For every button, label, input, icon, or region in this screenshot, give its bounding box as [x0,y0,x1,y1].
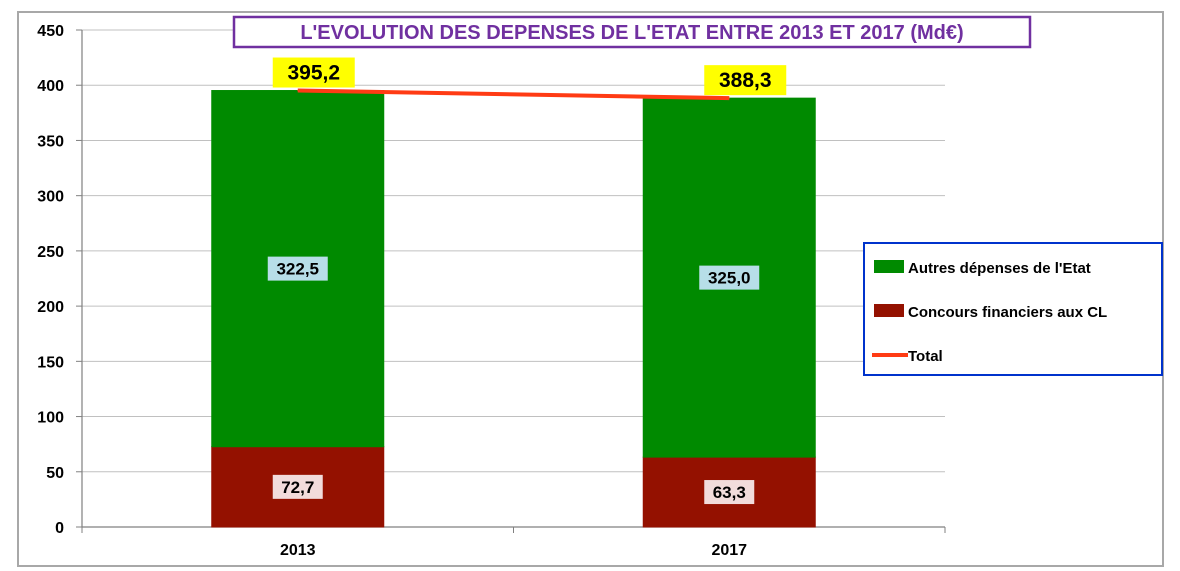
data-label-bg [267,256,328,281]
legend-label: Total [908,348,943,365]
chart-title: L'EVOLUTION DES DEPENSES DE L'ETAT ENTRE… [300,22,963,44]
chart-title-box [232,15,1032,49]
data-label-bg [704,480,755,505]
total-line [297,88,730,101]
y-tick-label: 400 [37,78,64,95]
total-label: 395,2 [287,62,340,85]
y-tick-label: 350 [37,133,64,150]
y-tick-label: 150 [37,354,64,371]
x-tick-label: 2017 [711,542,747,559]
data-label-bg [272,474,323,499]
y-tick-label: 0 [55,520,64,537]
data-label: 322,5 [276,260,319,279]
y-tick-label: 100 [37,410,64,427]
total-point [297,90,299,92]
legend-swatch [874,304,904,317]
x-tick-label: 2013 [280,542,316,559]
bar-segment [642,97,816,458]
y-tick-label: 200 [37,299,64,316]
legend-swatch [874,260,904,273]
legend-label: Concours financiers aux CL [908,304,1107,321]
y-tick-label: 300 [37,189,64,206]
y-tick-label: 450 [37,23,64,40]
legend-box [863,242,1163,376]
total-label-bg [704,65,787,96]
data-label: 63,3 [713,483,746,502]
data-label: 325,0 [708,269,751,288]
legend-label: Autres dépenses de l'Etat [908,260,1091,277]
total-label: 388,3 [719,69,772,92]
total-label-bg [272,57,355,88]
y-tick-label: 250 [37,244,64,261]
y-tick-label: 50 [46,465,64,482]
total-point [728,97,730,99]
data-label-bg [699,265,760,290]
data-label: 72,7 [281,478,314,497]
